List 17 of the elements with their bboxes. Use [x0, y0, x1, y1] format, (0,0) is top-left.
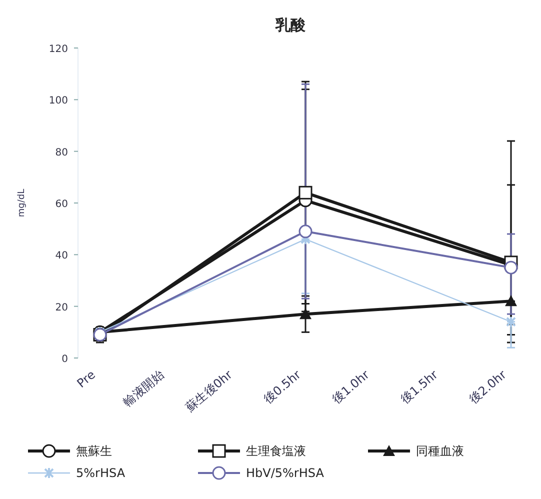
y-tick-label: 60: [55, 199, 68, 210]
legend-label: 同種血液: [416, 444, 464, 458]
y-tick-label: 0: [62, 354, 68, 365]
chart-title: 乳酸: [274, 16, 306, 34]
x-tick-label: Pre: [74, 368, 98, 391]
y-tick-label: 40: [55, 250, 68, 262]
y-tick-label: 120: [48, 44, 68, 55]
y-tick-label: 80: [55, 147, 68, 158]
legend-label: 5%rHSA: [76, 466, 126, 480]
x-tick-label: 蘇生後0hr: [182, 368, 235, 414]
y-axis-title: mg/dL: [17, 188, 27, 218]
y-tick-label: 100: [48, 96, 68, 107]
legend-label: 無蘇生: [76, 444, 112, 458]
legend-label: HbV/5%rHSA: [246, 466, 325, 480]
x-tick-label: 輸液開始: [120, 368, 166, 410]
y-tick-label: 20: [55, 302, 68, 314]
legend-label: 生理食塩液: [246, 444, 306, 458]
